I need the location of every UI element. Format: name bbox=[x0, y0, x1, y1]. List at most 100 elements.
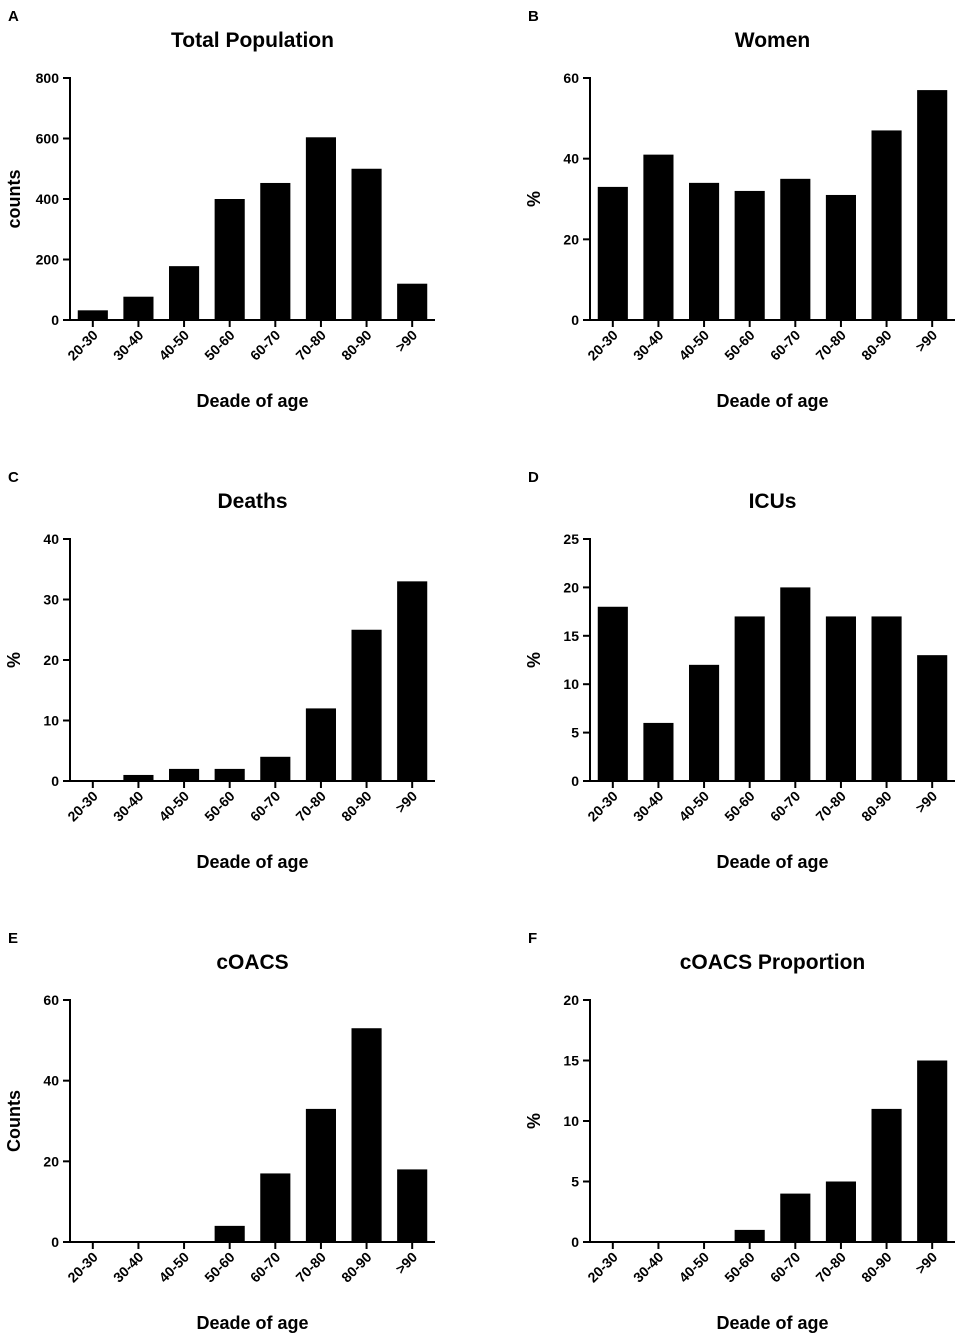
y-tick-label: 40 bbox=[43, 531, 59, 547]
bar-70-80 bbox=[305, 708, 336, 781]
y-tick-label: 0 bbox=[571, 312, 579, 328]
y-tick-label: 30 bbox=[43, 592, 59, 608]
x-tick-label: >90 bbox=[912, 1249, 940, 1277]
y-tick-label: 20 bbox=[563, 231, 579, 247]
chart-title: cOACS bbox=[216, 951, 288, 974]
x-tick-label: 50-60 bbox=[721, 327, 758, 364]
bar-30-40 bbox=[123, 296, 154, 320]
bar-20-30 bbox=[597, 606, 628, 781]
chart-title: cOACS Proportion bbox=[680, 951, 866, 974]
x-tick-label: 40-50 bbox=[676, 327, 713, 364]
x-tick-label: 50-60 bbox=[201, 788, 238, 825]
bar-50-60 bbox=[734, 190, 765, 320]
panel-letter: F bbox=[528, 930, 537, 947]
bar-70-80 bbox=[305, 1108, 336, 1242]
bar-60-70 bbox=[260, 1173, 291, 1242]
y-axis-label: % bbox=[524, 191, 544, 207]
bar->90 bbox=[917, 90, 948, 320]
x-tick-label: 30-40 bbox=[630, 327, 667, 364]
bar-20-30 bbox=[597, 186, 628, 320]
chart-panel-b: B Women 0 20 40 60 20-30 30-40 40-50 50-60 60-70 70… bbox=[524, 8, 955, 411]
y-tick-label: 10 bbox=[563, 1113, 579, 1129]
x-tick-label: 80-90 bbox=[338, 327, 375, 364]
chart-title: Deaths bbox=[217, 490, 287, 513]
bar-20-30 bbox=[77, 310, 108, 320]
x-tick-label: 20-30 bbox=[64, 788, 101, 825]
x-tick-label: 60-70 bbox=[767, 788, 804, 825]
bar->90 bbox=[917, 655, 948, 781]
bar-80-90 bbox=[871, 130, 902, 320]
x-tick-label: 70-80 bbox=[292, 327, 329, 364]
y-tick-label: 10 bbox=[43, 713, 59, 729]
bar-30-40 bbox=[643, 722, 674, 781]
x-tick-label: >90 bbox=[392, 1249, 420, 1277]
bar-80-90 bbox=[871, 1108, 902, 1242]
y-tick-label: 10 bbox=[563, 676, 579, 692]
y-tick-label: 0 bbox=[51, 312, 59, 328]
bar-50-60 bbox=[214, 1225, 245, 1242]
y-tick-label: 20 bbox=[563, 579, 579, 595]
bar-80-90 bbox=[351, 168, 382, 320]
x-tick-label: 60-70 bbox=[247, 788, 284, 825]
x-tick-label: 80-90 bbox=[858, 1249, 895, 1286]
y-tick-label: 200 bbox=[36, 252, 60, 268]
panel-letter: E bbox=[8, 930, 18, 947]
bar-40-50 bbox=[169, 266, 200, 320]
y-axis-label: % bbox=[4, 652, 24, 668]
x-tick-label: 20-30 bbox=[584, 327, 621, 364]
bar-50-60 bbox=[734, 616, 765, 781]
x-tick-label: 30-40 bbox=[630, 788, 667, 825]
y-tick-label: 5 bbox=[571, 1174, 579, 1190]
bar-80-90 bbox=[351, 629, 382, 781]
bar-60-70 bbox=[780, 587, 811, 781]
bar-60-70 bbox=[260, 182, 291, 320]
x-tick-label: 30-40 bbox=[110, 327, 147, 364]
bar-30-40 bbox=[123, 774, 154, 781]
bar-50-60 bbox=[214, 199, 245, 320]
y-tick-label: 15 bbox=[563, 628, 579, 644]
bar-40-50 bbox=[689, 182, 720, 320]
bar->90 bbox=[397, 581, 428, 781]
y-tick-label: 40 bbox=[563, 151, 579, 167]
x-axis-label: Deade of age bbox=[196, 1313, 308, 1333]
bar-50-60 bbox=[734, 1229, 765, 1242]
x-tick-label: 30-40 bbox=[630, 1249, 667, 1286]
bar-80-90 bbox=[351, 1028, 382, 1242]
x-tick-label: >90 bbox=[392, 788, 420, 816]
bar-60-70 bbox=[780, 178, 811, 320]
x-tick-label: 60-70 bbox=[247, 327, 284, 364]
y-tick-label: 0 bbox=[51, 1234, 59, 1250]
x-tick-label: 30-40 bbox=[110, 1249, 147, 1286]
y-tick-label: 25 bbox=[563, 531, 579, 547]
x-tick-label: 80-90 bbox=[338, 788, 375, 825]
x-tick-label: >90 bbox=[912, 327, 940, 355]
x-tick-label: 40-50 bbox=[156, 1249, 193, 1286]
bar-60-70 bbox=[260, 756, 291, 781]
chart-title: Women bbox=[735, 29, 810, 52]
chart-title: Total Population bbox=[171, 29, 334, 52]
x-tick-label: 80-90 bbox=[338, 1249, 375, 1286]
x-tick-label: 40-50 bbox=[156, 788, 193, 825]
x-tick-label: 20-30 bbox=[64, 327, 101, 364]
x-tick-label: 60-70 bbox=[767, 327, 804, 364]
y-axis-label: % bbox=[524, 652, 544, 668]
y-tick-label: 800 bbox=[36, 70, 60, 86]
x-tick-label: 70-80 bbox=[812, 788, 849, 825]
x-tick-label: 50-60 bbox=[721, 788, 758, 825]
bar-60-70 bbox=[780, 1193, 811, 1242]
bar-80-90 bbox=[871, 616, 902, 781]
panel-letter: A bbox=[8, 8, 19, 25]
y-tick-label: 0 bbox=[571, 1234, 579, 1250]
x-tick-label: 50-60 bbox=[201, 1249, 238, 1286]
x-tick-label: 70-80 bbox=[292, 1249, 329, 1286]
bar-70-80 bbox=[305, 137, 336, 320]
x-axis-label: Deade of age bbox=[196, 391, 308, 411]
bar-40-50 bbox=[689, 664, 720, 781]
chart-title: ICUs bbox=[749, 490, 797, 513]
y-tick-label: 15 bbox=[563, 1053, 579, 1069]
x-tick-label: 20-30 bbox=[584, 788, 621, 825]
x-tick-label: 40-50 bbox=[676, 1249, 713, 1286]
y-axis-label: Counts bbox=[4, 1090, 24, 1152]
y-axis-label: counts bbox=[4, 169, 24, 228]
x-tick-label: 40-50 bbox=[676, 788, 713, 825]
